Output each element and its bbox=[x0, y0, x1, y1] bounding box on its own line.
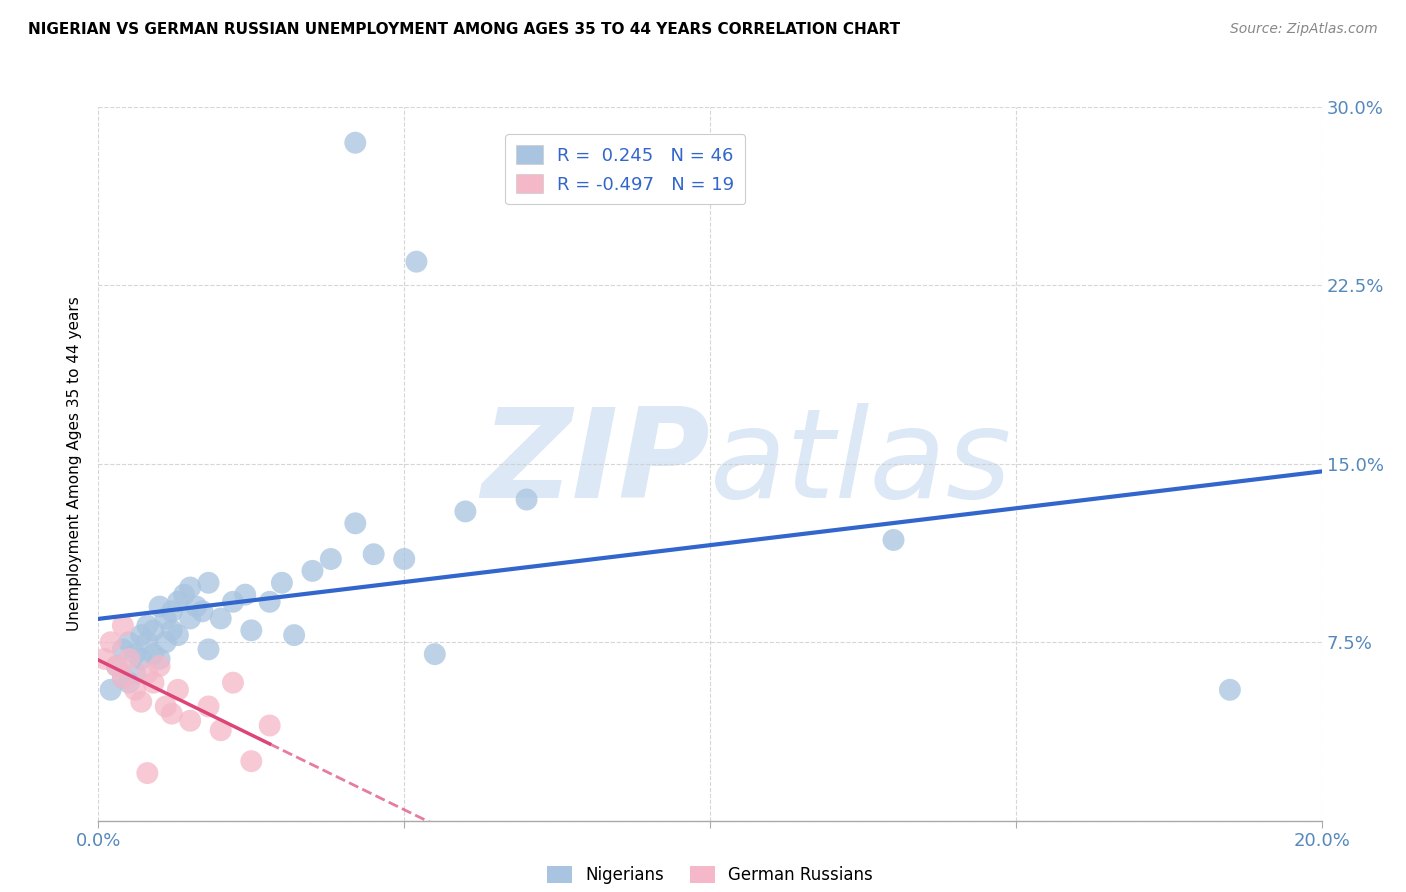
Point bbox=[197, 642, 219, 657]
Point bbox=[149, 659, 172, 673]
Point bbox=[405, 254, 427, 268]
Point bbox=[118, 652, 141, 666]
Point bbox=[197, 575, 219, 590]
Point bbox=[179, 611, 201, 625]
Point bbox=[209, 723, 232, 738]
Point bbox=[197, 699, 219, 714]
Point bbox=[129, 628, 152, 642]
Point bbox=[270, 575, 292, 590]
Point bbox=[124, 666, 146, 681]
Point bbox=[240, 754, 263, 768]
Point bbox=[344, 136, 367, 150]
Point bbox=[129, 652, 152, 666]
Legend: R =  0.245   N = 46, R = -0.497   N = 19: R = 0.245 N = 46, R = -0.497 N = 19 bbox=[505, 134, 745, 204]
Point bbox=[259, 595, 281, 609]
Point bbox=[344, 516, 367, 531]
Point bbox=[1219, 682, 1241, 697]
Point bbox=[111, 671, 134, 685]
Point bbox=[142, 624, 165, 638]
Point bbox=[136, 766, 159, 780]
Point bbox=[160, 604, 183, 618]
Point bbox=[136, 618, 159, 632]
Point bbox=[100, 682, 122, 697]
Point bbox=[155, 635, 177, 649]
Point bbox=[222, 675, 245, 690]
Text: Source: ZipAtlas.com: Source: ZipAtlas.com bbox=[1230, 22, 1378, 37]
Point bbox=[100, 635, 122, 649]
Point bbox=[167, 628, 190, 642]
Point bbox=[142, 675, 165, 690]
Point bbox=[93, 652, 115, 666]
Point bbox=[222, 595, 245, 609]
Point bbox=[173, 588, 195, 602]
Point bbox=[149, 599, 172, 614]
Point bbox=[124, 682, 146, 697]
Point bbox=[363, 547, 385, 561]
Point bbox=[233, 588, 256, 602]
Point bbox=[454, 504, 477, 518]
Point bbox=[160, 706, 183, 721]
Point bbox=[319, 552, 342, 566]
Point bbox=[136, 635, 159, 649]
Point bbox=[129, 695, 152, 709]
Point bbox=[136, 666, 159, 681]
Text: ZIP: ZIP bbox=[481, 403, 710, 524]
Point bbox=[259, 718, 281, 732]
Point bbox=[111, 671, 134, 685]
Point bbox=[149, 652, 172, 666]
Point bbox=[209, 611, 232, 625]
Point bbox=[124, 647, 146, 661]
Point bbox=[105, 659, 128, 673]
Point bbox=[155, 611, 177, 625]
Point bbox=[283, 628, 305, 642]
Point bbox=[167, 595, 190, 609]
Point bbox=[516, 492, 538, 507]
Point bbox=[423, 647, 446, 661]
Point bbox=[240, 624, 263, 638]
Text: atlas: atlas bbox=[710, 403, 1012, 524]
Y-axis label: Unemployment Among Ages 35 to 44 years: Unemployment Among Ages 35 to 44 years bbox=[67, 296, 83, 632]
Point bbox=[155, 699, 177, 714]
Point bbox=[186, 599, 208, 614]
Point bbox=[883, 533, 905, 547]
Point bbox=[118, 635, 141, 649]
Point bbox=[191, 604, 214, 618]
Point bbox=[142, 647, 165, 661]
Point bbox=[167, 682, 190, 697]
Point bbox=[118, 675, 141, 690]
Point bbox=[179, 581, 201, 595]
Point bbox=[301, 564, 323, 578]
Point bbox=[105, 659, 128, 673]
Text: NIGERIAN VS GERMAN RUSSIAN UNEMPLOYMENT AMONG AGES 35 TO 44 YEARS CORRELATION CH: NIGERIAN VS GERMAN RUSSIAN UNEMPLOYMENT … bbox=[28, 22, 900, 37]
Point bbox=[160, 624, 183, 638]
Point bbox=[111, 618, 134, 632]
Point bbox=[392, 552, 416, 566]
Point bbox=[111, 642, 134, 657]
Point bbox=[179, 714, 201, 728]
